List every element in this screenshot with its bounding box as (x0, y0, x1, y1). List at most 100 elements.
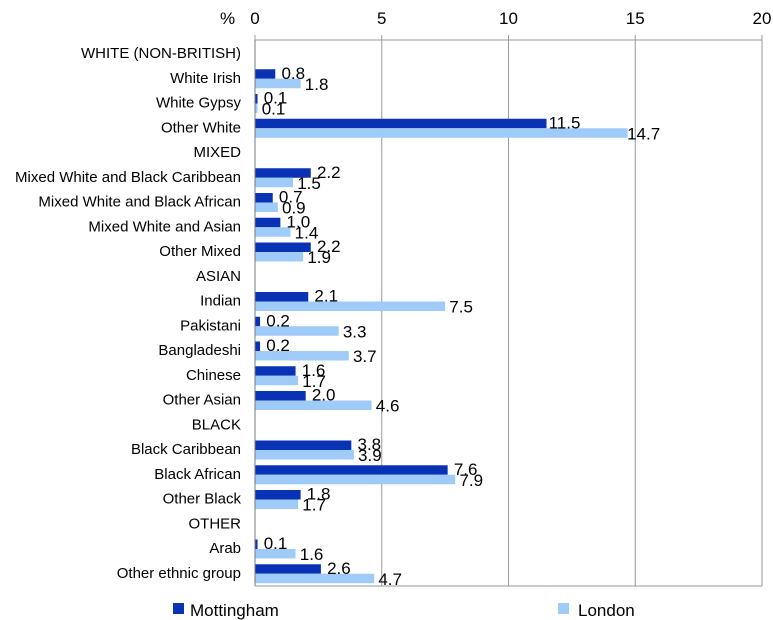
bar-mottingham-mixed-white-and-black-african (255, 193, 273, 203)
bar-mottingham-white-irish (255, 69, 276, 79)
bar-mottingham-arab (255, 539, 258, 549)
bar-mottingham-black-caribbean (255, 440, 352, 450)
data-label-london-arab: 1.6 (300, 545, 324, 564)
data-label-london-indian: 7.5 (449, 298, 473, 317)
category-label-white-gypsy: White Gypsy (156, 95, 242, 112)
bar-london-pakistani (255, 326, 339, 336)
bar-london-other-black (255, 499, 299, 509)
data-labels: 0.81.80.10.111.514.72.21.50.70.91.01.42.… (262, 64, 660, 589)
bar-london-other-white (255, 128, 628, 138)
bar-london-indian (255, 301, 446, 311)
legend-swatch-london (558, 603, 569, 614)
data-label-london-mixed-white-and-black-african: 0.9 (282, 199, 306, 218)
category-label-asian: ASIAN (196, 268, 241, 285)
bar-mottingham-chinese (255, 366, 296, 376)
bar-london-black-african (255, 474, 456, 485)
category-label-pakistani: Pakistani (180, 317, 241, 334)
data-label-mottingham-mixed-white-and-black-caribbean: 2.2 (317, 163, 341, 182)
data-label-mottingham-mixed-white-and-black-african: 0.7 (279, 188, 303, 207)
tick-label-5: 5 (377, 9, 386, 28)
tick-label-15: 15 (626, 9, 645, 28)
data-label-mottingham-black-caribbean: 3.8 (358, 435, 382, 454)
data-label-mottingham-indian: 2.1 (314, 287, 338, 306)
bar-mottingham-white-gypsy (255, 94, 258, 104)
bar-mottingham-bangladeshi (255, 341, 261, 351)
category-labels: WHITE (NON-BRITISH) White Irish White Gyps… (15, 45, 241, 582)
data-label-mottingham-other-white: 11.5 (549, 113, 581, 132)
category-label-other-mixed: Other Mixed (159, 243, 241, 260)
bar-london-mixed-white-and-black-caribbean (255, 177, 294, 188)
bar-london-black-caribbean (255, 450, 354, 460)
data-label-london-other-black: 1.7 (302, 496, 326, 515)
data-label-mottingham-chinese: 1.6 (302, 361, 326, 380)
unit-label: % (220, 9, 235, 28)
category-label-other-black: Other Black (163, 491, 242, 508)
category-label-mixed-white-and-black-african: Mixed White and Black African (38, 194, 241, 211)
data-label-london-black-caribbean: 3.9 (358, 446, 382, 465)
bar-mottingham-indian (255, 292, 309, 302)
bar-london-other-ethnic-group (255, 573, 375, 584)
bar-mottingham-black-african (255, 465, 448, 475)
data-label-mottingham-white-gypsy: 0.1 (264, 89, 288, 108)
legend-label-london: London (578, 601, 635, 620)
category-label-indian: Indian (200, 293, 241, 310)
data-label-mottingham-black-african: 7.6 (454, 460, 478, 479)
bar-mottingham-other-mixed (255, 242, 311, 252)
tick-label-20: 20 (753, 9, 772, 28)
category-label-mixed-white-and-asian: Mixed White and Asian (88, 218, 241, 235)
data-label-london-white-irish: 1.8 (305, 75, 329, 94)
data-label-mottingham-other-black: 1.8 (307, 485, 331, 504)
bar-london-chinese (255, 375, 299, 386)
category-label-mixed-white-and-black-caribbean: Mixed White and Black Caribbean (15, 169, 241, 186)
bar-london-bangladeshi (255, 351, 349, 361)
data-label-london-white-gypsy: 0.1 (262, 100, 286, 119)
category-label-other: OTHER (189, 515, 242, 532)
data-label-mottingham-mixed-white-and-asian: 1.0 (287, 212, 311, 231)
bar-london-mixed-white-and-asian (255, 227, 291, 237)
data-label-london-mixed-white-and-black-caribbean: 1.5 (297, 174, 321, 193)
data-label-london-other-asian: 4.6 (376, 397, 400, 416)
data-label-london-chinese: 1.7 (302, 372, 326, 391)
data-label-mottingham-pakistani: 0.2 (266, 311, 290, 330)
category-label-bangladeshi: Bangladeshi (158, 342, 241, 359)
legend: Mottingham London (173, 601, 635, 620)
bar-mottingham-pakistani (255, 316, 261, 327)
data-label-mottingham-other-ethnic-group: 2.6 (327, 559, 351, 578)
bar-london-white-irish (255, 78, 301, 89)
bar-mottingham-mixed-white-and-asian (255, 217, 281, 228)
data-label-mottingham-arab: 0.1 (264, 534, 288, 553)
data-label-london-mixed-white-and-asian: 1.4 (295, 223, 319, 242)
bar-london-mixed-white-and-black-african (255, 202, 278, 212)
bar-mottingham-other-ethnic-group (255, 564, 321, 574)
bar-london-arab (255, 549, 296, 559)
category-label-black-african: Black African (154, 466, 241, 483)
bar-mottingham-mixed-white-and-black-caribbean (255, 168, 311, 178)
category-label-chinese: Chinese (186, 367, 241, 384)
legend-swatch-mottingham (173, 603, 184, 614)
tick-label-0: 0 (250, 9, 259, 28)
data-label-london-other-white: 14.7 (627, 124, 660, 143)
legend-label-mottingham: Mottingham (190, 601, 279, 620)
bar-london-other-asian (255, 400, 372, 410)
data-label-london-black-african: 7.9 (459, 471, 483, 490)
bars (255, 69, 628, 584)
data-label-mottingham-other-asian: 2.0 (312, 386, 336, 405)
bar-mottingham-other-asian (255, 391, 306, 401)
category-label-other-ethnic-group: Other ethnic group (117, 565, 241, 582)
data-label-mottingham-bangladeshi: 0.2 (266, 336, 290, 355)
bar-london-other-mixed (255, 252, 304, 262)
data-label-mottingham-white-irish: 0.8 (281, 64, 305, 83)
data-label-london-other-mixed: 1.9 (307, 248, 331, 267)
category-label-arab: Arab (209, 540, 241, 557)
category-label-mixed: MIXED (193, 144, 241, 161)
data-label-london-bangladeshi: 3.7 (353, 347, 377, 366)
bar-london-white-gypsy (255, 103, 258, 113)
category-label-white-non-british: WHITE (NON-BRITISH) (81, 45, 241, 62)
data-label-mottingham-other-mixed: 2.2 (317, 237, 341, 256)
data-label-london-pakistani: 3.3 (343, 322, 367, 341)
tick-label-10: 10 (499, 9, 518, 28)
data-label-london-other-ethnic-group: 4.7 (378, 570, 402, 589)
category-label-other-asian: Other Asian (163, 392, 241, 409)
bar-mottingham-other-white (255, 118, 547, 129)
